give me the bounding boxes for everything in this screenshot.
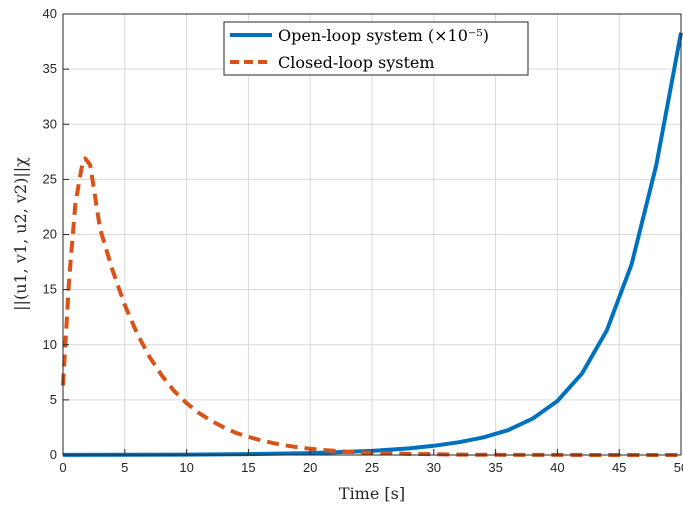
series-line-open-loop [62, 32, 683, 457]
legend: Open-loop system (×10⁻⁵) Closed-loop sys… [223, 21, 529, 76]
series-layer [61, 32, 683, 457]
y-tick-label: 30 [43, 116, 57, 131]
y-tick-label: 5 [50, 392, 57, 407]
x-tick-label: 50 [674, 460, 683, 475]
x-tick-label: 20 [303, 460, 317, 475]
x-tick-label: 25 [365, 460, 379, 475]
y-tick-label: 10 [43, 337, 57, 352]
y-tick-label: 0 [50, 447, 57, 462]
legend-label-closed-loop: Closed-loop system [278, 53, 435, 72]
y-tick-label: 20 [43, 227, 57, 242]
x-tick-label: 10 [179, 460, 193, 475]
y-tick-label: 25 [43, 171, 57, 186]
legend-box [223, 21, 529, 76]
y-axis-label: ||(u1, v1, u2, v2)||χ [11, 157, 30, 311]
legend-label-open-loop: Open-loop system (×10⁻⁵) [278, 26, 489, 45]
x-axis-label: Time [s] [339, 484, 405, 503]
y-tick-label: 35 [43, 61, 57, 76]
y-tick-label: 40 [43, 6, 57, 21]
ticks: 0 5 10 15 20 25 30 35 40 45 50 0 5 10 15 20 25 30 35 40 [43, 6, 683, 475]
x-tick-label: 0 [59, 460, 66, 475]
series-line-closed-loop [61, 156, 681, 457]
x-tick-label: 45 [612, 460, 626, 475]
x-tick-label: 5 [121, 460, 128, 475]
x-tick-label: 40 [550, 460, 564, 475]
x-tick-label: 15 [241, 460, 255, 475]
x-tick-label: 35 [488, 460, 502, 475]
y-tick-label: 15 [43, 282, 57, 297]
x-tick-label: 30 [427, 460, 441, 475]
